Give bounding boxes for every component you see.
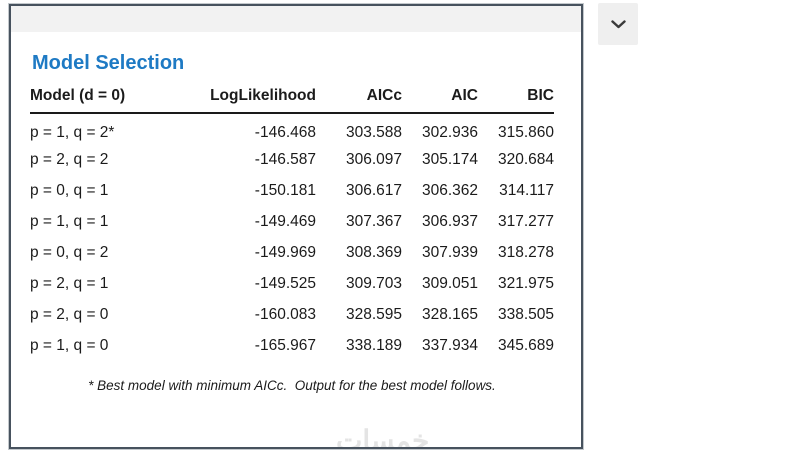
loglik-cell: -165.967 xyxy=(254,336,316,354)
loglik-cell: -160.083 xyxy=(254,305,316,323)
model-cell: p = 2, q = 2 xyxy=(30,150,109,168)
bic-cell: 314.117 xyxy=(499,181,554,199)
aic-cell: 309.051 xyxy=(421,274,478,292)
table-header-row: Model (d = 0) LogLikelihood AICc AIC BIC xyxy=(30,87,554,113)
column-header-aic: AIC xyxy=(451,87,478,104)
model-cell: p = 1, q = 1 xyxy=(30,212,109,230)
page-title: Model Selection xyxy=(32,52,185,74)
loglik-cell: -149.469 xyxy=(254,212,316,230)
table-row: p = 0, q = 2 -149.969 308.369 307.939 31… xyxy=(30,237,554,268)
model-cell: p = 2, q = 1 xyxy=(30,274,109,292)
collapse-panel-button[interactable] xyxy=(598,3,638,45)
aicc-cell: 303.588 xyxy=(345,124,402,141)
bic-cell: 315.860 xyxy=(497,124,554,141)
khamsat-watermark: خمسات xyxy=(336,425,430,449)
loglik-cell: -150.181 xyxy=(254,181,316,199)
bic-cell: 345.689 xyxy=(497,336,554,354)
loglik-cell: -146.468 xyxy=(254,124,316,141)
table-row: p = 2, q = 1 -149.525 309.703 309.051 32… xyxy=(30,268,554,299)
table-row: p = 0, q = 1 -150.181 306.617 306.362 31… xyxy=(30,175,554,206)
table-row: p = 1, q = 1 -149.469 307.367 306.937 31… xyxy=(30,206,554,237)
table-row: p = 1, q = 2* -146.468 303.588 302.936 3… xyxy=(30,113,554,144)
chevron-down-icon xyxy=(610,19,626,29)
column-header-bic: BIC xyxy=(527,87,554,104)
aic-cell: 337.934 xyxy=(421,336,478,354)
aic-cell: 306.362 xyxy=(421,181,478,199)
aic-cell: 305.174 xyxy=(421,150,478,168)
aic-cell: 307.939 xyxy=(421,243,478,261)
column-header-loglikelihood: LogLikelihood xyxy=(210,87,316,104)
aicc-cell: 309.703 xyxy=(345,274,402,292)
bic-cell: 318.278 xyxy=(497,243,554,261)
model-cell: p = 0, q = 2 xyxy=(30,243,109,261)
aic-cell: 306.937 xyxy=(421,212,478,230)
aicc-cell: 308.369 xyxy=(345,243,402,261)
aicc-cell: 307.367 xyxy=(345,212,402,230)
table-row: p = 2, q = 2 -146.587 306.097 305.174 32… xyxy=(30,144,554,175)
bic-cell: 338.505 xyxy=(497,305,554,323)
model-cell: p = 1, q = 0 xyxy=(30,336,109,354)
best-model-footnote: * Best model with minimum AICc. Output f… xyxy=(88,378,496,393)
column-header-model: Model (d = 0) xyxy=(30,87,126,104)
model-selection-table: Model (d = 0) LogLikelihood AICc AIC BIC… xyxy=(30,87,554,361)
model-cell: p = 2, q = 0 xyxy=(30,305,109,323)
bic-cell: 320.684 xyxy=(497,150,554,168)
bic-cell: 321.975 xyxy=(497,274,554,292)
table-row: p = 1, q = 0 -165.967 338.189 337.934 34… xyxy=(30,330,554,361)
aicc-cell: 306.617 xyxy=(345,181,402,199)
column-header-aicc: AICc xyxy=(366,87,402,104)
model-selection-panel: Model Selection Model (d = 0) LogLikelih… xyxy=(9,4,583,449)
aic-cell: 328.165 xyxy=(421,305,478,323)
loglik-cell: -149.969 xyxy=(254,243,316,261)
aicc-cell: 338.189 xyxy=(345,336,402,354)
model-cell: p = 1, q = 2* xyxy=(30,124,115,141)
aicc-cell: 306.097 xyxy=(345,150,402,168)
bic-cell: 317.277 xyxy=(497,212,554,230)
model-cell: p = 0, q = 1 xyxy=(30,181,109,199)
table-row: p = 2, q = 0 -160.083 328.595 328.165 33… xyxy=(30,299,554,330)
aicc-cell: 328.595 xyxy=(345,305,402,323)
aic-cell: 302.936 xyxy=(421,124,478,141)
panel-header-strip xyxy=(11,6,581,32)
loglik-cell: -146.587 xyxy=(254,150,316,168)
loglik-cell: -149.525 xyxy=(254,274,316,292)
